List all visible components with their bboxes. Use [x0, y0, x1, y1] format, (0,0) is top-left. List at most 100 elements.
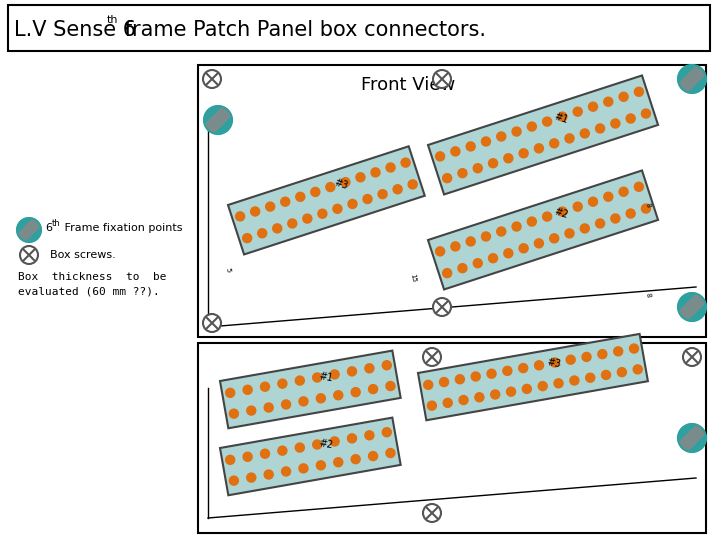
- Circle shape: [20, 246, 38, 264]
- Circle shape: [549, 234, 559, 243]
- Text: th: th: [107, 15, 119, 25]
- Circle shape: [471, 372, 480, 381]
- Text: 8: 8: [644, 292, 652, 298]
- Circle shape: [565, 229, 574, 238]
- Circle shape: [318, 209, 327, 218]
- Circle shape: [473, 259, 482, 268]
- Circle shape: [619, 92, 628, 102]
- Circle shape: [295, 443, 305, 452]
- Circle shape: [565, 134, 574, 143]
- Circle shape: [378, 190, 387, 199]
- Circle shape: [487, 369, 496, 378]
- Circle shape: [251, 207, 260, 216]
- Circle shape: [243, 453, 252, 461]
- Circle shape: [507, 387, 516, 396]
- Text: #3: #3: [333, 178, 350, 192]
- Bar: [8, 5, 710, 51]
- Circle shape: [247, 473, 256, 482]
- Polygon shape: [203, 105, 233, 134]
- Circle shape: [678, 293, 706, 321]
- Circle shape: [629, 344, 639, 353]
- Polygon shape: [678, 292, 706, 322]
- Circle shape: [299, 464, 308, 473]
- Circle shape: [225, 388, 235, 397]
- Circle shape: [580, 129, 589, 138]
- Circle shape: [278, 446, 287, 455]
- Circle shape: [382, 428, 391, 437]
- Text: Frame fixation points: Frame fixation points: [61, 223, 182, 233]
- Circle shape: [519, 244, 528, 253]
- Circle shape: [264, 403, 273, 412]
- Circle shape: [580, 224, 589, 233]
- Circle shape: [613, 347, 623, 356]
- Circle shape: [573, 107, 582, 116]
- Polygon shape: [220, 417, 400, 495]
- Circle shape: [299, 397, 308, 406]
- Circle shape: [539, 382, 547, 390]
- Circle shape: [634, 183, 644, 191]
- Text: #2: #2: [318, 438, 334, 450]
- Circle shape: [588, 102, 598, 111]
- Circle shape: [363, 194, 372, 204]
- Polygon shape: [428, 171, 658, 289]
- Circle shape: [604, 192, 613, 201]
- Circle shape: [558, 112, 567, 121]
- Circle shape: [334, 458, 343, 467]
- Circle shape: [439, 377, 449, 387]
- Circle shape: [408, 180, 417, 189]
- Circle shape: [351, 455, 360, 464]
- Circle shape: [534, 144, 544, 153]
- Circle shape: [311, 187, 320, 197]
- Circle shape: [428, 401, 436, 410]
- Circle shape: [626, 209, 635, 218]
- Circle shape: [281, 197, 289, 206]
- Circle shape: [626, 114, 635, 123]
- Circle shape: [356, 173, 365, 182]
- Circle shape: [504, 249, 513, 258]
- Circle shape: [573, 202, 582, 211]
- Circle shape: [296, 192, 305, 201]
- Circle shape: [282, 467, 291, 476]
- Circle shape: [282, 400, 291, 409]
- Circle shape: [588, 197, 598, 206]
- Text: Rear View: Rear View: [528, 354, 618, 372]
- Circle shape: [595, 124, 605, 133]
- Circle shape: [316, 461, 325, 470]
- Text: Box screws.: Box screws.: [43, 250, 116, 260]
- Circle shape: [386, 163, 395, 172]
- Polygon shape: [220, 350, 400, 428]
- Circle shape: [203, 314, 221, 332]
- Circle shape: [503, 366, 512, 375]
- Circle shape: [527, 217, 536, 226]
- Circle shape: [585, 373, 595, 382]
- Circle shape: [549, 139, 559, 148]
- Circle shape: [230, 409, 238, 418]
- Circle shape: [451, 242, 460, 251]
- Circle shape: [466, 142, 475, 151]
- Circle shape: [455, 375, 464, 384]
- Bar: [198, 65, 706, 337]
- Circle shape: [341, 178, 350, 187]
- Circle shape: [393, 185, 402, 194]
- Circle shape: [423, 380, 433, 389]
- Text: #2: #2: [553, 206, 570, 220]
- Circle shape: [458, 264, 467, 273]
- Circle shape: [497, 132, 505, 141]
- Circle shape: [436, 247, 445, 256]
- Circle shape: [369, 451, 377, 461]
- Text: th: th: [52, 219, 60, 227]
- Circle shape: [382, 361, 391, 370]
- Text: Box  thickness  to  be: Box thickness to be: [18, 272, 166, 282]
- Circle shape: [504, 154, 513, 163]
- Circle shape: [386, 382, 395, 390]
- Bar: [198, 343, 706, 533]
- Circle shape: [348, 434, 356, 443]
- Circle shape: [582, 353, 591, 361]
- Circle shape: [258, 229, 266, 238]
- Circle shape: [243, 234, 252, 242]
- Circle shape: [203, 70, 221, 88]
- Text: evaluated (60 mm ??).: evaluated (60 mm ??).: [18, 286, 160, 296]
- Text: #1: #1: [553, 111, 570, 125]
- Circle shape: [386, 449, 395, 457]
- Circle shape: [295, 376, 305, 385]
